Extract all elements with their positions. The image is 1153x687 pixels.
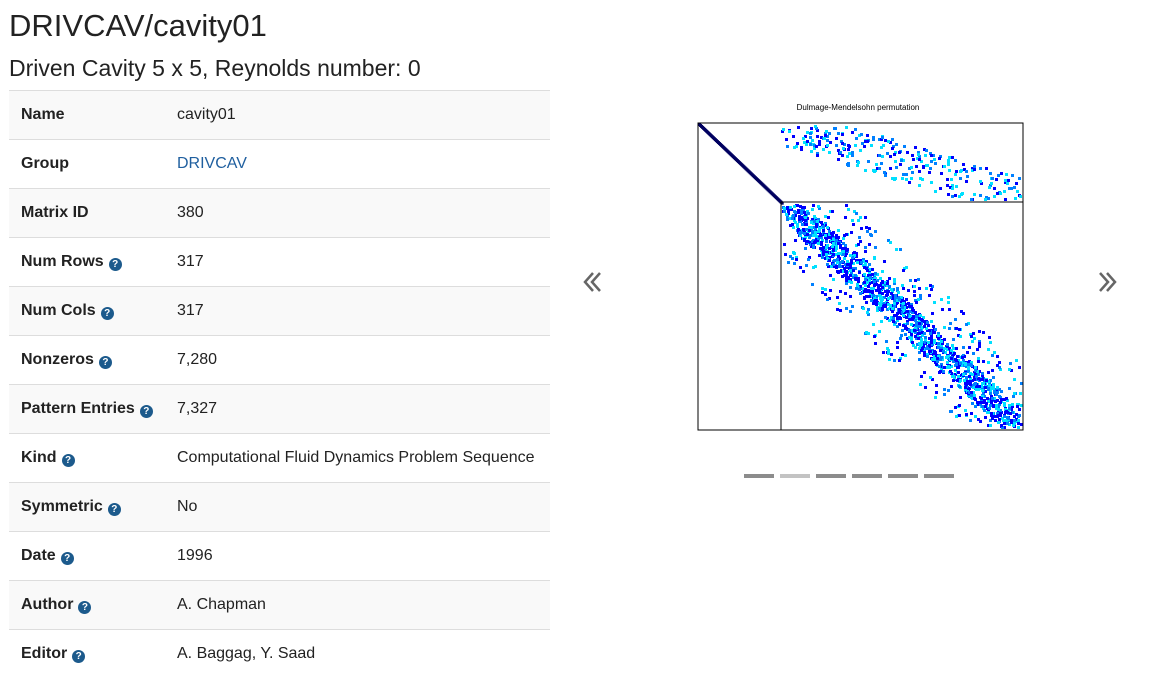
property-row: Editor? A. Baggag, Y. Saad (9, 629, 550, 679)
carousel-indicator[interactable] (888, 474, 918, 478)
property-value-text: 380 (177, 204, 204, 221)
property-label-text: Group (21, 155, 69, 172)
property-label-symmetric: Symmetric? (9, 482, 165, 532)
carousel-prev-button[interactable] (582, 268, 606, 296)
property-label-num-cols: Num Cols? (9, 286, 165, 336)
property-label-text: Editor (21, 645, 68, 663)
carousel-indicator[interactable] (780, 474, 810, 478)
property-label-text: Kind (21, 449, 57, 466)
property-value-text: 7,280 (177, 351, 218, 368)
property-row: Num Rows? 317 (9, 237, 550, 287)
property-label-text: Name (21, 106, 65, 123)
property-row: Author? A. Chapman (9, 580, 550, 630)
help-icon[interactable]: ? (98, 356, 112, 369)
property-label-group: Group (9, 139, 165, 189)
group-link[interactable]: DRIVCAV (177, 155, 247, 172)
property-row: Date? 1996 (9, 531, 550, 581)
property-label-editor: Editor? (9, 629, 165, 679)
property-value-text: 317 (177, 302, 204, 319)
property-row: Nonzeros? 7,280 (9, 335, 550, 385)
property-value-text: cavity01 (177, 106, 236, 123)
property-value-matrix-id: 380 (165, 188, 550, 238)
property-value-text: 7,327 (177, 400, 218, 417)
property-label-text: Symmetric (21, 498, 103, 515)
carousel-indicators (744, 474, 954, 478)
property-value-group: DRIVCAV (165, 139, 550, 189)
page-subtitle: Driven Cavity 5 x 5, Reynolds number: 0 (9, 55, 421, 81)
property-label-kind: Kind? (9, 433, 165, 483)
property-value-text: A. Chapman (177, 596, 266, 613)
property-row: Matrix ID 380 (9, 188, 550, 238)
matrix-spy-plot: Dulmage-Mendelsohn permutation (680, 95, 1040, 440)
carousel-next-button[interactable] (1094, 268, 1118, 296)
property-row: Pattern Entries? 7,327 (9, 384, 550, 434)
property-value-date: 1996 (165, 531, 550, 581)
property-label-text: Date (21, 547, 56, 564)
property-value-text: 1996 (177, 547, 213, 564)
property-label-text: Pattern Entries (21, 400, 135, 417)
help-icon[interactable]: ? (78, 601, 92, 614)
property-label-name: Name (9, 90, 165, 140)
property-value-num-cols: 317 (165, 286, 550, 336)
help-icon[interactable]: ? (61, 454, 75, 467)
carousel-indicator[interactable] (744, 474, 774, 478)
help-icon[interactable]: ? (139, 405, 153, 418)
property-row: Kind? Computational Fluid Dynamics Proble… (9, 433, 550, 483)
property-label-text: Matrix ID (21, 204, 89, 221)
property-label-text: Num Cols (21, 302, 96, 319)
property-value-author: A. Chapman (165, 580, 550, 630)
property-value-symmetric: No (165, 482, 550, 532)
carousel-indicator[interactable] (924, 474, 954, 478)
spy-plot-frame (697, 122, 1024, 431)
spy-plot-title: Dulmage-Mendelsohn permutation (797, 103, 920, 112)
property-value-text: A. Baggag, Y. Saad (177, 645, 316, 663)
property-label-pattern-entries: Pattern Entries? (9, 384, 165, 434)
property-value-name: cavity01 (165, 90, 550, 140)
property-value-text: Computational Fluid Dynamics Problem Seq… (177, 449, 535, 466)
help-icon[interactable]: ? (107, 503, 121, 516)
property-label-text: Num Rows (21, 253, 104, 270)
property-row: Group DRIVCAV (9, 139, 550, 189)
help-icon[interactable]: ? (60, 552, 74, 565)
carousel-indicator[interactable] (852, 474, 882, 478)
property-value-text: No (177, 498, 198, 515)
help-icon[interactable]: ? (72, 650, 86, 664)
property-label-nonzeros: Nonzeros? (9, 335, 165, 385)
property-label-date: Date? (9, 531, 165, 581)
property-label-text: Nonzeros (21, 351, 94, 368)
property-value-text: 317 (177, 253, 204, 270)
help-icon[interactable]: ? (108, 258, 122, 271)
property-row: Symmetric? No (9, 482, 550, 532)
property-value-pattern-entries: 7,327 (165, 384, 550, 434)
property-label-text: Author (21, 596, 74, 613)
help-icon[interactable]: ? (100, 307, 114, 320)
property-value-num-rows: 317 (165, 237, 550, 287)
property-label-author: Author? (9, 580, 165, 630)
property-value-nonzeros: 7,280 (165, 335, 550, 385)
property-label-matrix-id: Matrix ID (9, 188, 165, 238)
property-value-editor: A. Baggag, Y. Saad (165, 629, 550, 679)
matrix-properties-table: Name cavity01 Group DRIVCAV Matrix ID 380 Num … (9, 90, 550, 679)
property-label-num-rows: Num Rows? (9, 237, 165, 287)
page-title: DRIVCAV/cavity01 (9, 8, 267, 43)
property-value-kind: Computational Fluid Dynamics Problem Seq… (165, 433, 550, 483)
property-row: Name cavity01 (9, 90, 550, 140)
chevron-double-left-icon (583, 272, 601, 292)
chevron-double-right-icon (1099, 272, 1117, 292)
carousel-indicator[interactable] (816, 474, 846, 478)
property-row: Num Cols? 317 (9, 286, 550, 336)
